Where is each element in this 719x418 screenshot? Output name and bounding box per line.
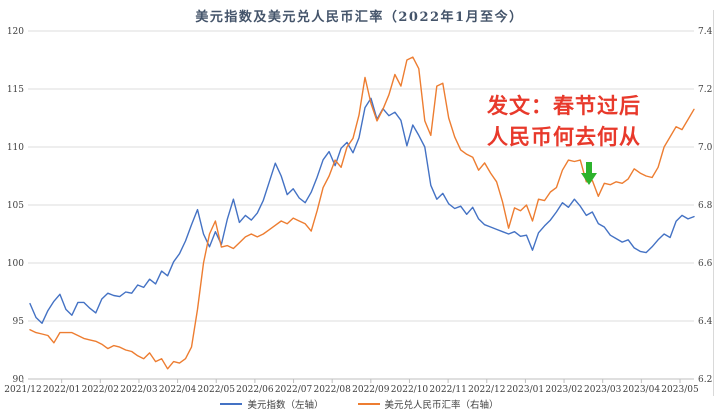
x-axis-tick-label: 2023/05 — [661, 385, 699, 395]
left-axis-tick-label: 115 — [7, 85, 24, 95]
x-axis-tick-label: 2021/12 — [4, 385, 41, 395]
right-axis-tick-label: 6.6 — [698, 259, 713, 269]
usdcny-rate-line — [29, 56, 695, 370]
legend-item-usd-index: 美元指数（左轴） — [220, 397, 324, 411]
x-axis-tick-label: 2022/01 — [43, 385, 80, 395]
x-axis-labels: 2021/12 2022/01 2022/02 2022/03 2022/04 2022/… — [4, 379, 699, 395]
x-axis-tick-label: 2022/05 — [198, 385, 236, 395]
chart-title: 美元指数及美元兑人民币汇率（2022年1月至今） — [195, 10, 524, 25]
x-axis-tick-label: 2022/12 — [468, 385, 505, 395]
right-axis-tick-label: 6.2 — [698, 375, 712, 385]
right-axis-tick-label: 7.0 — [698, 143, 713, 153]
left-axis-tick-label: 120 — [7, 27, 24, 37]
x-axis-tick-label: 2023/03 — [584, 385, 622, 395]
x-axis-tick-label: 2023/02 — [545, 385, 582, 395]
legend-label-usd-index: 美元指数（左轴） — [247, 400, 324, 411]
legend-label-usdcny-rate: 美元兑人民币汇率（右轴） — [384, 400, 499, 411]
right-axis-tick-label: 7.4 — [698, 27, 713, 37]
left-axis-tick-label: 110 — [7, 143, 24, 153]
right-axis-labels: 7.4 7.2 7.0 6.8 6.6 6.4 6.2 — [698, 27, 713, 385]
green-down-arrow-icon — [581, 162, 597, 185]
gridlines — [28, 30, 694, 380]
x-axis-tick-label: 2022/03 — [120, 385, 158, 395]
left-axis-tick-label: 100 — [7, 259, 24, 269]
usd-index-line — [29, 97, 695, 324]
x-axis-tick-label: 2023/01 — [507, 385, 544, 395]
right-axis-tick-label: 7.2 — [698, 85, 712, 95]
x-axis-tick-label: 2022/10 — [391, 385, 429, 395]
annotation-line-1: 发文：春节过后 — [487, 94, 641, 118]
legend-item-usdcny-rate: 美元兑人民币汇率（右轴） — [357, 397, 499, 411]
x-axis-tick-label: 2022/08 — [313, 385, 351, 395]
x-axis-tick-label: 2023/04 — [623, 385, 661, 395]
left-axis-tick-label: 95 — [13, 317, 25, 327]
x-axis-tick-label: 2022/09 — [352, 385, 390, 395]
right-axis-tick-label: 6.8 — [698, 201, 713, 211]
x-axis-tick-label: 2022/11 — [429, 385, 466, 395]
x-axis-tick-label: 2022/04 — [159, 385, 197, 395]
annotation-line-2: 人民币何去何从 — [487, 125, 641, 149]
usd-index-line-swatch — [220, 403, 243, 405]
usdcny-rate-line-swatch — [357, 403, 380, 405]
x-axis-tick-label: 2022/02 — [82, 385, 119, 395]
left-axis-labels: 120 115 110 105 100 95 90 — [7, 27, 24, 385]
left-axis-tick-label: 105 — [7, 201, 24, 211]
x-axis-tick-label: 2022/07 — [275, 385, 313, 395]
left-axis-tick-label: 90 — [13, 375, 25, 385]
x-axis-tick-label: 2022/06 — [236, 385, 274, 395]
chart-legend: 美元指数（左轴） 美元兑人民币汇率（右轴） — [0, 397, 719, 411]
annotation-text: 发文：春节过后 人民币何去何从 — [487, 91, 687, 153]
right-axis-tick-label: 6.4 — [698, 317, 713, 327]
